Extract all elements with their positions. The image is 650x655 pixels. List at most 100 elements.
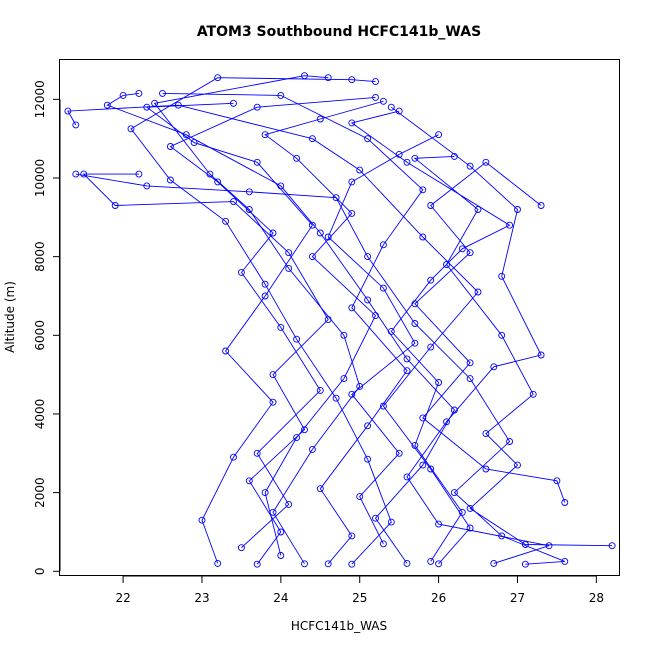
data-point bbox=[537, 351, 545, 359]
data-point bbox=[403, 158, 411, 166]
data-point bbox=[340, 375, 348, 383]
data-point bbox=[198, 516, 206, 524]
series-line bbox=[264, 100, 384, 556]
data-point bbox=[411, 300, 419, 308]
data-point bbox=[324, 233, 332, 241]
data-point bbox=[245, 188, 253, 196]
data-point bbox=[427, 465, 435, 473]
data-point bbox=[293, 434, 301, 442]
data-point bbox=[466, 359, 474, 367]
data-point bbox=[514, 461, 521, 469]
series-15 bbox=[324, 131, 443, 548]
series-10 bbox=[387, 103, 553, 567]
data-point bbox=[308, 135, 316, 143]
data-point bbox=[482, 158, 490, 166]
data-point bbox=[443, 261, 450, 268]
data-point bbox=[427, 343, 435, 351]
series-line bbox=[75, 173, 565, 565]
data-point bbox=[230, 99, 237, 107]
data-point bbox=[253, 560, 261, 568]
data-point bbox=[466, 524, 474, 532]
data-point bbox=[348, 560, 356, 568]
data-point bbox=[348, 119, 356, 127]
data-point bbox=[72, 170, 80, 178]
series-line bbox=[414, 161, 566, 503]
data-point bbox=[372, 514, 379, 522]
x-axis-label: HCFC141b_WAS bbox=[291, 619, 387, 633]
plot-frame bbox=[59, 59, 620, 576]
data-point bbox=[332, 194, 340, 202]
data-point bbox=[222, 217, 230, 225]
data-point bbox=[269, 371, 277, 379]
data-point bbox=[308, 445, 316, 453]
data-point bbox=[364, 422, 372, 430]
data-point bbox=[135, 89, 143, 97]
series-9 bbox=[159, 89, 427, 568]
series-14 bbox=[411, 158, 569, 506]
data-point bbox=[403, 367, 411, 375]
data-point bbox=[316, 485, 324, 493]
chart-title: ATOM3 Southbound HCFC141b_WAS bbox=[197, 24, 481, 40]
data-point bbox=[450, 489, 458, 497]
data-point bbox=[261, 489, 269, 497]
data-point bbox=[324, 74, 332, 82]
data-point bbox=[482, 465, 490, 473]
data-point bbox=[261, 280, 269, 288]
data-point bbox=[521, 560, 529, 568]
data-point bbox=[379, 284, 387, 292]
data-point bbox=[419, 186, 427, 194]
series-1 bbox=[127, 74, 395, 568]
y-tick-label: 6000 bbox=[33, 320, 47, 351]
data-point bbox=[553, 477, 561, 485]
series-12 bbox=[348, 107, 514, 565]
data-point bbox=[253, 103, 261, 111]
x-tick-label: 26 bbox=[431, 591, 446, 605]
data-point bbox=[166, 176, 174, 184]
data-point bbox=[301, 72, 308, 80]
x-tick-label: 24 bbox=[273, 591, 288, 605]
series-line bbox=[327, 134, 439, 545]
series-line bbox=[169, 96, 376, 549]
series-line bbox=[350, 110, 511, 562]
data-point bbox=[316, 229, 324, 237]
data-point bbox=[261, 292, 269, 300]
data-point bbox=[308, 253, 316, 261]
series-11 bbox=[166, 93, 379, 552]
data-point bbox=[490, 559, 498, 567]
data-point bbox=[364, 455, 372, 463]
data-point bbox=[277, 91, 285, 99]
y-tick-label: 0 bbox=[33, 567, 47, 575]
series-7 bbox=[143, 99, 316, 567]
data-point bbox=[214, 178, 222, 186]
data-point bbox=[285, 249, 293, 257]
data-point bbox=[230, 198, 237, 206]
data-point bbox=[379, 241, 387, 249]
data-point bbox=[348, 76, 356, 84]
data-point bbox=[372, 78, 379, 86]
data-point bbox=[111, 202, 119, 209]
data-point bbox=[537, 202, 545, 209]
data-point bbox=[419, 233, 427, 241]
data-point bbox=[103, 101, 111, 109]
data-point bbox=[561, 499, 569, 506]
data-point bbox=[443, 418, 450, 426]
y-axis-label: Altitude (m) bbox=[3, 281, 17, 353]
data-point bbox=[348, 178, 356, 186]
data-point bbox=[403, 355, 411, 363]
series-line bbox=[145, 102, 313, 564]
data-point bbox=[395, 449, 403, 457]
data-point bbox=[119, 91, 127, 99]
data-point bbox=[364, 135, 372, 143]
data-point bbox=[387, 518, 395, 526]
data-point bbox=[506, 221, 514, 229]
data-point bbox=[253, 449, 261, 457]
y-tick-label: 8000 bbox=[33, 241, 47, 272]
data-point bbox=[64, 107, 72, 115]
data-point bbox=[474, 288, 482, 296]
series-line bbox=[82, 173, 329, 565]
y-tick-label: 10000 bbox=[33, 159, 47, 197]
plot-series bbox=[64, 72, 616, 568]
data-point bbox=[324, 316, 332, 324]
